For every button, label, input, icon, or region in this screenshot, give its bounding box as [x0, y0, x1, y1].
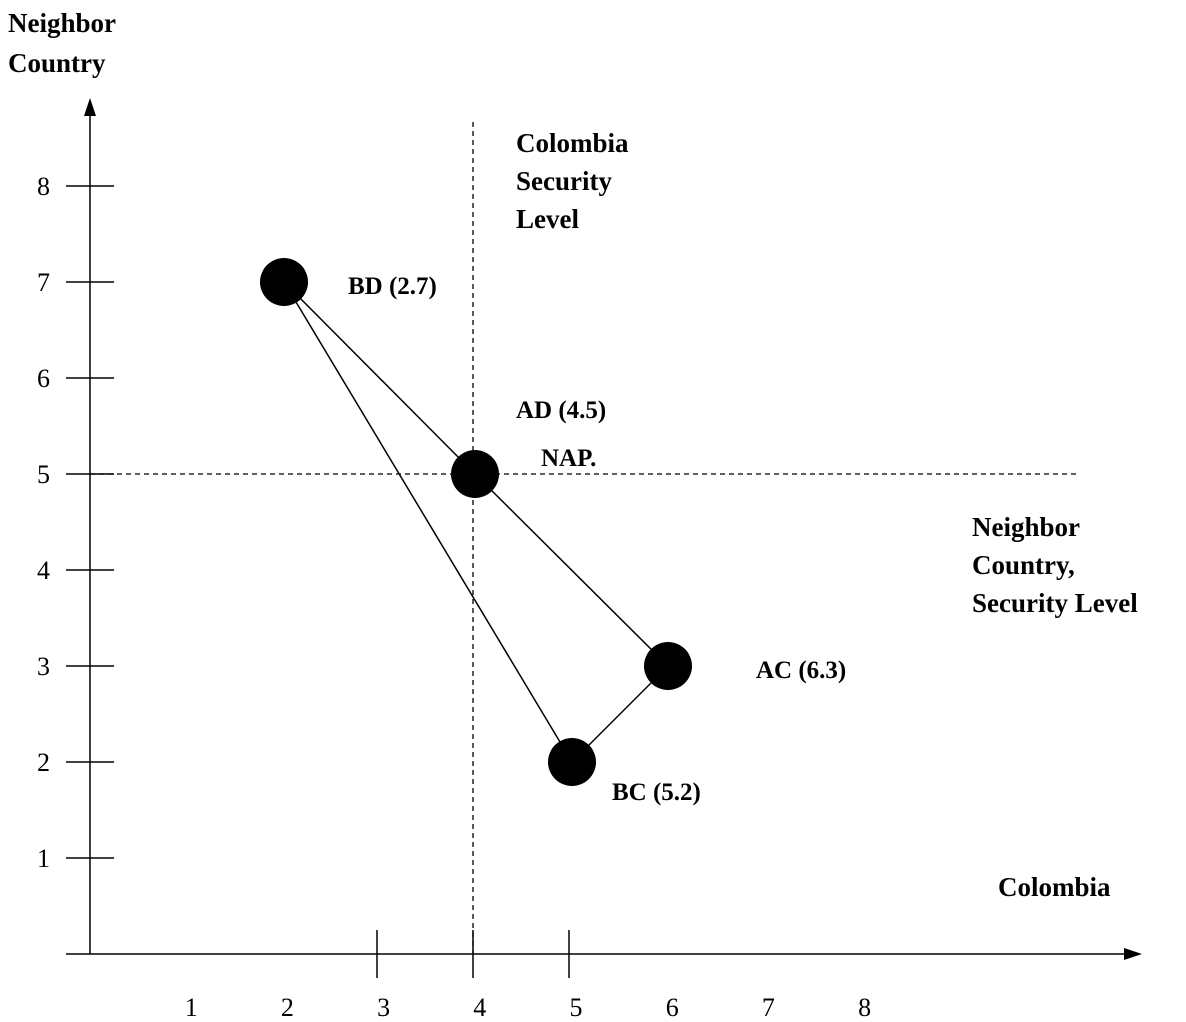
vertical-reference-label-line-3: Level [516, 204, 579, 234]
y-tick-label: 6 [37, 364, 50, 393]
x-tick-label: 4 [473, 993, 486, 1022]
horizontal-reference-label-line-2: Country, [972, 550, 1075, 580]
x-tick-label: 2 [281, 993, 294, 1022]
horizontal-reference-label-line-3: Security Level [972, 588, 1138, 618]
y-tick-label: 3 [37, 652, 50, 681]
vertical-reference-label-line-2: Security [516, 166, 612, 196]
data-point-marker [644, 642, 692, 690]
data-point-label: BD (2.7) [348, 273, 437, 300]
x-tick-label: 1 [185, 993, 198, 1022]
data-point-marker [260, 258, 308, 306]
center-label: NAP. [541, 445, 596, 472]
chart-plot-area: 1 2 3 4 5 6 7 8 1 2 3 4 5 6 7 8 BD (2.7) AD (4.5) AC (6.3)… [37, 98, 1142, 1022]
y-tick-label: 7 [37, 268, 50, 297]
data-point-marker [548, 738, 596, 786]
x-tick-label: 7 [762, 993, 775, 1022]
y-tick-label: 8 [37, 172, 50, 201]
x-tick-label: 8 [858, 993, 871, 1022]
x-tick-label: 5 [570, 993, 583, 1022]
data-point-label: AC (6.3) [756, 657, 846, 684]
x-tick-label: 6 [666, 993, 679, 1022]
x-tick-label: 3 [377, 993, 390, 1022]
connection-line [283, 281, 476, 475]
y-axis-title-line-2: Country [8, 48, 106, 78]
y-tick-label: 2 [37, 748, 50, 777]
y-tick-label: 4 [37, 556, 50, 585]
data-point-label: AD (4.5) [516, 397, 606, 424]
y-axis-arrow [84, 98, 96, 116]
vertical-reference-label-line-1: Colombia [516, 128, 629, 158]
data-point-marker [451, 450, 499, 498]
data-point-label: BC (5.2) [612, 779, 701, 806]
horizontal-reference-label-line-1: Neighbor [972, 512, 1080, 542]
y-axis-title-line-1: Neighbor [8, 8, 116, 38]
y-tick-label: 1 [37, 844, 50, 873]
x-axis-title: Colombia [998, 872, 1111, 902]
connection-line [283, 281, 573, 763]
y-tick-label: 5 [37, 460, 50, 489]
connection-line [474, 473, 669, 667]
x-axis-arrow [1124, 948, 1142, 960]
